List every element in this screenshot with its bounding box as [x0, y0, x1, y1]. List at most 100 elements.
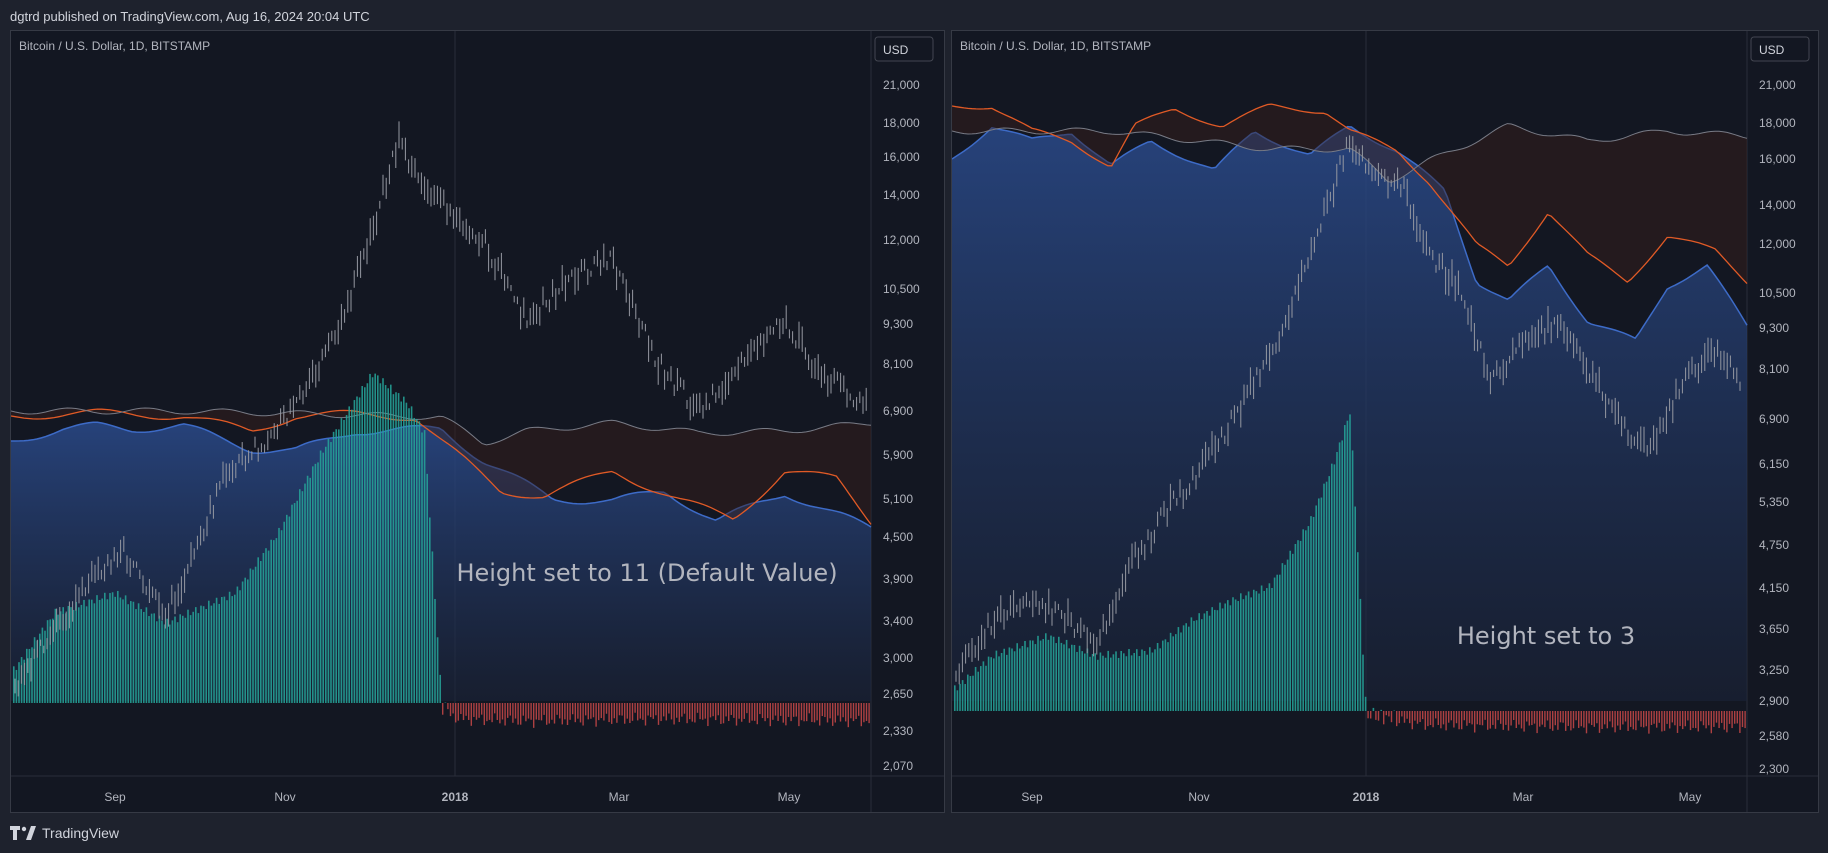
- histogram-bar-down: [468, 703, 470, 720]
- currency-button[interactable]: [874, 36, 934, 62]
- histogram-bar-up: [319, 450, 322, 703]
- histogram-bar-down: [850, 703, 852, 719]
- histogram-bar-down: [1510, 711, 1512, 726]
- histogram-bar-down: [1666, 711, 1668, 724]
- y-tick-label: 14,000: [1759, 198, 1796, 212]
- histogram-bar-down: [626, 703, 628, 719]
- histogram-bar-down: [741, 703, 743, 722]
- histogram-bar-up: [254, 566, 257, 703]
- histogram-bar-down: [845, 703, 847, 722]
- histogram-bar-down: [670, 703, 673, 720]
- histogram-bar-down: [1455, 711, 1458, 724]
- x-tick-label: Sep: [1021, 790, 1043, 804]
- histogram-bar-down: [1687, 711, 1689, 721]
- histogram-bar-down: [759, 703, 761, 715]
- histogram-bar-down: [738, 703, 740, 719]
- histogram-bar-down: [704, 703, 706, 719]
- histogram-bar-down: [507, 703, 509, 718]
- histogram-bar-down: [1523, 711, 1525, 732]
- histogram-bar-up: [210, 605, 213, 703]
- histogram-bar-up: [312, 466, 314, 703]
- histogram-bar-up: [1260, 585, 1263, 711]
- histogram-bar-up: [36, 640, 38, 703]
- histogram-bar-up: [1026, 647, 1029, 711]
- histogram-bar-up: [228, 591, 231, 703]
- histogram-bar-up: [189, 615, 192, 703]
- histogram-bar-down: [1570, 711, 1572, 731]
- histogram-bar-up: [221, 596, 223, 703]
- histogram-bar-up: [1125, 656, 1128, 711]
- chart-panel-left[interactable]: 21,000 18,000 16,000 14,000 12,000 10,500 9,30…: [10, 30, 945, 813]
- histogram-bar-up: [1039, 640, 1042, 711]
- histogram-bar-up: [1115, 651, 1117, 711]
- histogram-bar-down: [1624, 711, 1627, 722]
- histogram-bar-up: [1081, 651, 1083, 711]
- histogram-bar-down: [488, 703, 491, 720]
- chart-svg-left[interactable]: 21,000 18,000 16,000 14,000 12,000 10,500 9,30…: [11, 31, 945, 813]
- y-tick-label: 4,750: [1759, 538, 1789, 552]
- histogram-bar-down: [1398, 711, 1400, 724]
- histogram-bar-down: [787, 703, 790, 717]
- histogram-bar-down: [566, 703, 569, 725]
- histogram-bar-down: [1507, 711, 1510, 731]
- histogram-bar-down: [1414, 711, 1416, 721]
- histogram-bar-up: [434, 598, 436, 703]
- histogram-bar-down: [1734, 711, 1736, 724]
- histogram-bar-down: [1723, 711, 1725, 730]
- histogram-bar-down: [1713, 711, 1715, 727]
- histogram-bar-up: [1133, 652, 1135, 711]
- currency-button[interactable]: [1750, 36, 1810, 62]
- histogram-bar-down: [1591, 711, 1593, 726]
- histogram-bar-up: [366, 383, 369, 703]
- histogram-bar-down: [793, 703, 795, 717]
- histogram-bar-down: [1445, 711, 1447, 731]
- y-tick-label: 3,650: [1759, 622, 1789, 636]
- histogram-bar-up: [1060, 642, 1063, 711]
- y-tick-label: 2,650: [883, 687, 913, 701]
- histogram-bar-up: [130, 601, 132, 703]
- histogram-bar-down: [725, 703, 727, 717]
- histogram-bar-up: [1034, 644, 1037, 711]
- histogram-bar-down: [533, 703, 535, 728]
- histogram-bar-down: [608, 703, 610, 723]
- histogram-bar-up: [314, 463, 317, 703]
- histogram-bar-up: [972, 675, 974, 711]
- histogram-bar-down: [782, 703, 784, 723]
- channel-upper-line: [11, 408, 872, 525]
- histogram-bar-down: [1492, 711, 1494, 725]
- histogram-bar-up: [96, 595, 98, 703]
- histogram-bar-down: [460, 703, 462, 715]
- histogram-bar-up: [59, 611, 62, 703]
- histogram-bar-up: [1188, 626, 1190, 711]
- histogram-bar-down: [1731, 711, 1733, 729]
- histogram-bar-down: [1437, 711, 1439, 725]
- histogram-bar-down: [1502, 711, 1504, 730]
- chart-svg-right[interactable]: 21,000 18,000 16,000 14,000 12,000 10,500 9,30…: [952, 31, 1819, 813]
- histogram-bar-up: [1323, 483, 1325, 711]
- histogram-bar-down: [629, 703, 631, 724]
- histogram-bar-down: [551, 703, 553, 720]
- histogram-bar-down: [501, 703, 504, 720]
- histogram-bar-down: [1505, 711, 1507, 725]
- histogram-bar-up: [1008, 647, 1011, 711]
- histogram-bar-up: [439, 674, 441, 703]
- histogram-bar-up: [163, 624, 166, 703]
- histogram-bar-up: [1016, 643, 1018, 711]
- histogram-bar-down: [733, 703, 735, 718]
- histogram-bar-up: [1071, 644, 1073, 711]
- y-tick-label: 2,300: [1759, 762, 1789, 776]
- histogram-bar-up: [262, 552, 265, 703]
- histogram-bar-down: [707, 703, 709, 727]
- tradingview-logo[interactable]: TradingView: [10, 825, 119, 841]
- y-tick-label: 10,500: [883, 282, 920, 296]
- histogram-bar-down: [780, 703, 782, 716]
- histogram-bar-up: [397, 393, 400, 703]
- histogram-bar-down: [1479, 711, 1481, 725]
- histogram-bar-down: [1588, 711, 1590, 724]
- histogram-bar-up: [1172, 636, 1174, 711]
- histogram-bar-up: [379, 383, 382, 703]
- histogram-bar-down: [525, 703, 527, 722]
- histogram-bar-down: [1617, 711, 1619, 726]
- histogram-bar-up: [335, 429, 337, 703]
- chart-panel-right[interactable]: 21,000 18,000 16,000 14,000 12,000 10,500 9,30…: [951, 30, 1819, 813]
